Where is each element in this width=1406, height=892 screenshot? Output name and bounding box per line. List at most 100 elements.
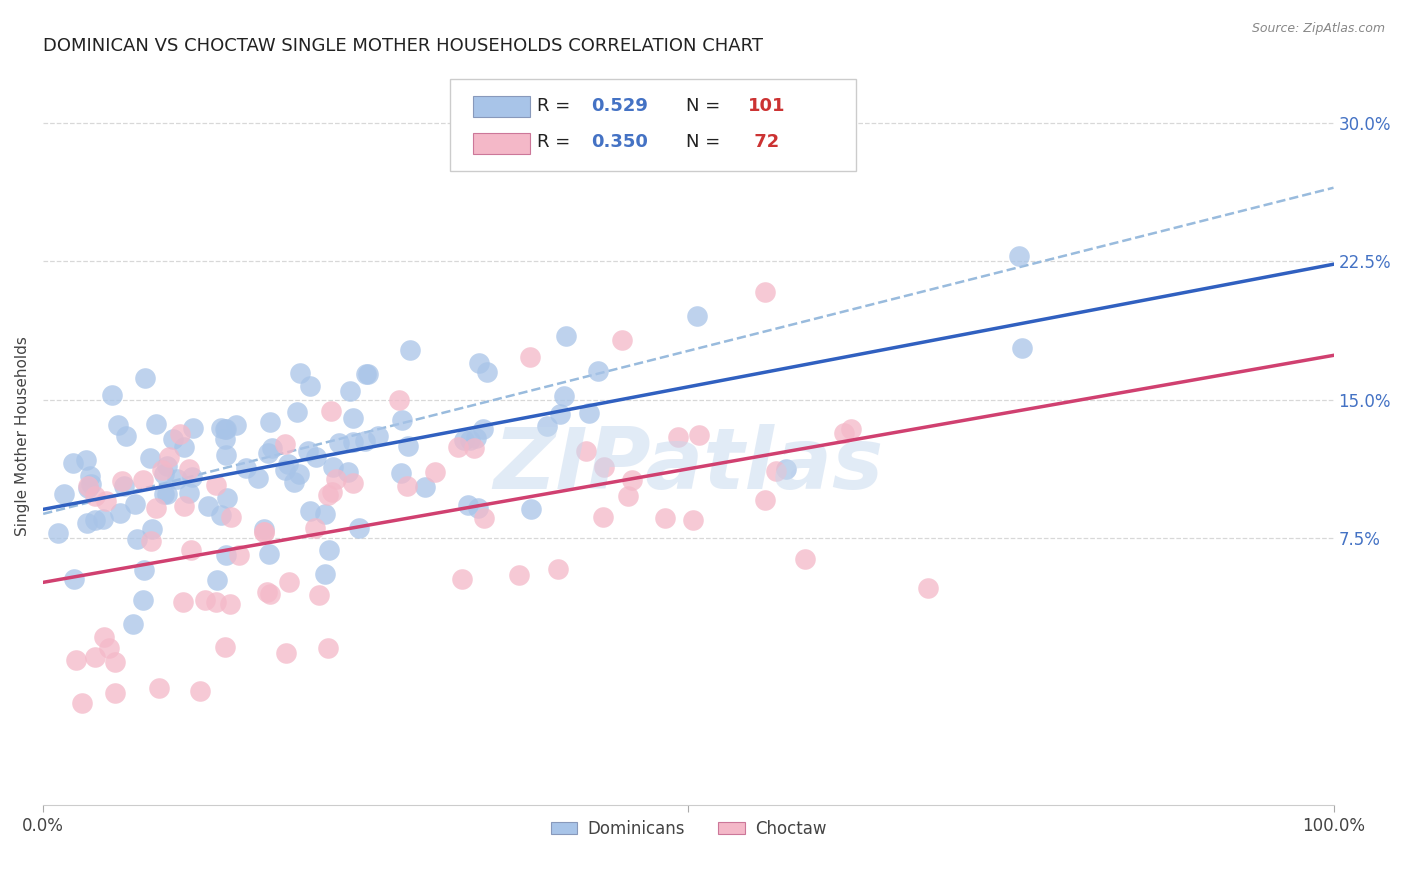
Point bbox=[472, 422, 495, 436]
Point bbox=[460, 433, 482, 447]
Point bbox=[621, 473, 644, 487]
Point bbox=[316, 488, 339, 502]
Point bbox=[314, 507, 336, 521]
Point bbox=[108, 507, 131, 521]
Point bbox=[52, 487, 75, 501]
Point bbox=[336, 465, 359, 479]
Point bbox=[575, 443, 598, 458]
Point bbox=[218, 597, 240, 611]
Point bbox=[228, 548, 250, 562]
Point bbox=[253, 524, 276, 539]
Point bbox=[553, 389, 575, 403]
Point bbox=[547, 562, 569, 576]
Point bbox=[70, 696, 93, 710]
Point bbox=[319, 404, 342, 418]
Point bbox=[162, 433, 184, 447]
Point bbox=[304, 521, 326, 535]
Point bbox=[153, 467, 176, 482]
Point bbox=[357, 367, 380, 381]
Point bbox=[447, 440, 470, 454]
Point bbox=[342, 475, 364, 490]
Point bbox=[453, 433, 475, 447]
Point bbox=[688, 428, 710, 442]
Point bbox=[76, 516, 98, 531]
Point bbox=[139, 450, 162, 465]
Point bbox=[274, 437, 297, 451]
Point bbox=[177, 462, 200, 476]
Point bbox=[262, 441, 284, 455]
Point bbox=[391, 412, 413, 426]
Point bbox=[173, 440, 195, 454]
Point bbox=[194, 592, 217, 607]
Point bbox=[221, 509, 243, 524]
Point bbox=[181, 421, 204, 435]
Point bbox=[686, 310, 709, 324]
Point bbox=[463, 442, 485, 456]
Point bbox=[132, 593, 155, 607]
Point bbox=[285, 405, 308, 419]
Point bbox=[610, 333, 633, 347]
Point bbox=[62, 456, 84, 470]
Point bbox=[342, 411, 364, 425]
Point bbox=[112, 479, 135, 493]
Point bbox=[205, 595, 228, 609]
Point bbox=[205, 478, 228, 492]
FancyBboxPatch shape bbox=[450, 79, 856, 171]
Point bbox=[104, 686, 127, 700]
Point bbox=[179, 486, 201, 500]
Point bbox=[775, 462, 797, 476]
Text: N =: N = bbox=[686, 97, 725, 115]
Point bbox=[682, 513, 704, 527]
Point bbox=[548, 408, 571, 422]
Legend: Dominicans, Choctaw: Dominicans, Choctaw bbox=[544, 814, 832, 845]
Point bbox=[145, 417, 167, 431]
Point bbox=[508, 568, 530, 582]
Point bbox=[283, 475, 305, 489]
Point bbox=[457, 498, 479, 512]
Point bbox=[166, 472, 188, 486]
Point bbox=[593, 460, 616, 475]
Point bbox=[197, 499, 219, 513]
Point bbox=[215, 448, 238, 462]
Point bbox=[318, 641, 340, 656]
Point bbox=[754, 285, 776, 300]
Point bbox=[666, 430, 689, 444]
Point bbox=[75, 453, 97, 467]
Point bbox=[209, 421, 232, 435]
Point bbox=[253, 524, 276, 539]
Point bbox=[98, 640, 121, 655]
Text: 0.529: 0.529 bbox=[592, 97, 648, 115]
Point bbox=[111, 474, 134, 488]
Point bbox=[215, 491, 238, 505]
Point bbox=[259, 587, 281, 601]
Point bbox=[325, 472, 347, 486]
Point bbox=[396, 479, 419, 493]
Point bbox=[299, 504, 322, 518]
Point bbox=[132, 473, 155, 487]
Point bbox=[288, 467, 311, 482]
Point bbox=[617, 489, 640, 503]
Point bbox=[257, 548, 280, 562]
Point bbox=[134, 370, 156, 384]
Point bbox=[475, 365, 498, 379]
Point bbox=[247, 471, 270, 485]
Point bbox=[464, 430, 486, 444]
Point bbox=[328, 436, 350, 450]
Point bbox=[115, 429, 138, 443]
Point bbox=[181, 470, 204, 484]
Point bbox=[107, 418, 129, 433]
Point bbox=[225, 417, 247, 432]
Point bbox=[180, 543, 202, 558]
Point bbox=[339, 384, 361, 399]
Point bbox=[127, 532, 149, 546]
Point bbox=[839, 422, 862, 436]
Point bbox=[278, 575, 301, 590]
Point bbox=[172, 595, 194, 609]
Point bbox=[214, 432, 236, 446]
Point bbox=[322, 460, 344, 475]
Point bbox=[148, 681, 170, 696]
Point bbox=[93, 512, 115, 526]
Text: 101: 101 bbox=[748, 97, 785, 115]
Point bbox=[94, 493, 117, 508]
Point bbox=[354, 434, 377, 448]
